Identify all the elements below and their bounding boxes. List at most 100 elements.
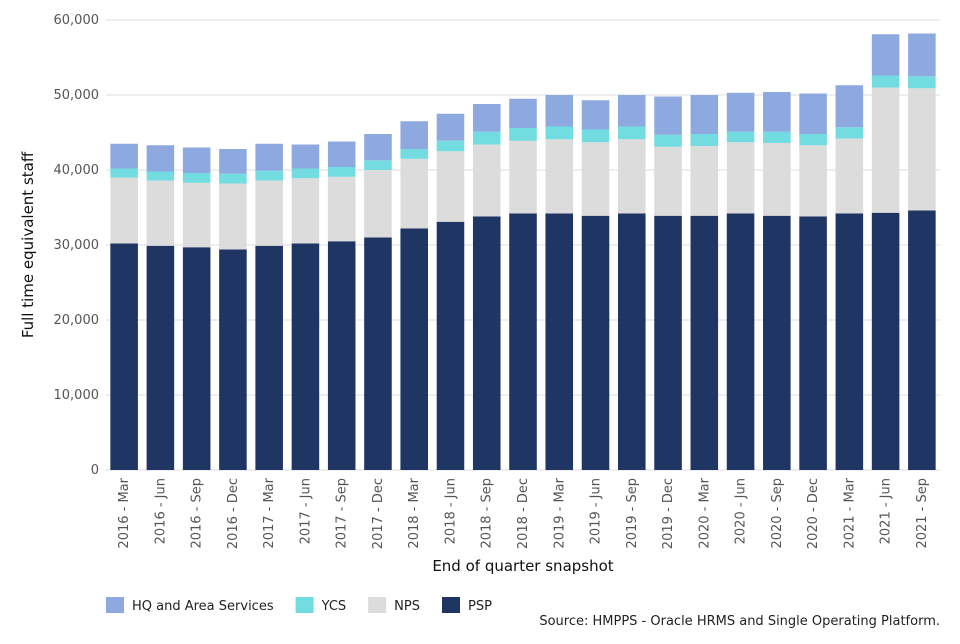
bar-segment-hq-and-area-services (581, 100, 610, 130)
bars-group (110, 33, 936, 470)
bar-segment-psp (509, 213, 537, 470)
bar-segment-ycs (400, 149, 428, 159)
x-axis-ticks: 2016 - Mar 2016 - Jun 2016 - Sep 2016 - Dec… (117, 477, 930, 549)
x-tick-label: 2020 - Jun (734, 478, 749, 544)
y-tick-label: 30,000 (54, 238, 100, 253)
bar-segment-ycs (690, 134, 719, 146)
bar-segment-hq-and-area-services (618, 95, 646, 127)
bar-segment-nps (654, 146, 682, 216)
bar-segment-hq-and-area-services (364, 134, 392, 161)
bar-segment-psp (327, 241, 356, 470)
bar-segment-nps (327, 176, 356, 242)
y-tick-label: 20,000 (54, 313, 100, 328)
bar-segment-psp (690, 215, 719, 470)
bar-segment-nps (472, 144, 501, 217)
y-tick-label: 40,000 (54, 163, 100, 178)
bar-segment-hq-and-area-services (255, 143, 283, 171)
bar-segment-ycs (291, 168, 320, 179)
legend-label: YCS (321, 599, 347, 614)
bar-segment-psp (799, 216, 827, 470)
bar-segment-psp (618, 213, 646, 470)
bar-segment-nps (110, 177, 138, 244)
x-tick-label: 2019 - Dec (661, 478, 676, 549)
legend-swatch (295, 597, 314, 613)
x-tick-label: 2018 - Sep (480, 478, 495, 549)
bar-segment-hq-and-area-services (327, 141, 356, 167)
bar-segment-hq-and-area-services (472, 104, 501, 132)
x-tick-label: 2016 - Mar (117, 477, 132, 548)
bar-segment-nps (763, 143, 791, 216)
bar-segment-nps (291, 178, 320, 244)
bar-segment-nps (364, 170, 392, 238)
x-tick-label: 2019 - Mar (552, 477, 567, 548)
bar-segment-psp (291, 243, 320, 470)
x-tick-label: 2021 - Sep (915, 478, 930, 549)
bar-segment-ycs (581, 129, 610, 143)
bar-segment-ycs (255, 170, 283, 181)
bar-segment-hq-and-area-services (509, 98, 537, 128)
x-tick-label: 2021 - Mar (842, 477, 857, 548)
bar-segment-ycs (545, 126, 574, 140)
bar-segment-nps (799, 145, 827, 217)
bar-segment-hq-and-area-services (146, 145, 175, 172)
bar-segment-hq-and-area-services (545, 95, 574, 127)
x-tick-label: 2020 - Mar (697, 477, 712, 548)
x-tick-label: 2016 - Sep (190, 478, 205, 549)
bar-segment-nps (581, 142, 610, 216)
bar-segment-hq-and-area-services (871, 34, 900, 76)
x-axis-title: End of quarter snapshot (432, 557, 613, 575)
bar-segment-ycs (654, 134, 682, 147)
x-tick-label: 2016 - Jun (153, 478, 168, 544)
x-tick-label: 2017 - Mar (262, 477, 277, 548)
bar-segment-hq-and-area-services (908, 33, 936, 77)
y-tick-label: 60,000 (54, 13, 100, 28)
source-note: Source: HMPPS - Oracle HRMS and Single O… (539, 614, 940, 629)
x-tick-label: 2018 - Mar (407, 477, 422, 548)
bar-segment-psp (364, 237, 392, 470)
bar-segment-nps (400, 158, 428, 229)
bar-segment-hq-and-area-services (436, 113, 465, 141)
bar-segment-ycs (436, 140, 465, 152)
bar-segment-hq-and-area-services (400, 121, 428, 149)
bar-segment-nps (618, 139, 646, 214)
x-tick-label: 2020 - Dec (806, 478, 821, 549)
legend-label: PSP (468, 599, 492, 614)
legend-label: HQ and Area Services (132, 599, 274, 614)
bar-segment-ycs (908, 76, 936, 89)
bar-segment-nps (436, 151, 465, 222)
x-tick-label: 2017 - Jun (298, 478, 313, 544)
bar-segment-nps (726, 142, 755, 214)
bar-segment-psp (255, 245, 283, 470)
bar-segment-ycs (182, 173, 211, 183)
bar-segment-psp (436, 221, 465, 470)
bar-segment-psp (110, 243, 138, 470)
bar-segment-psp (835, 213, 864, 470)
bar-segment-hq-and-area-services (182, 147, 211, 173)
bar-segment-hq-and-area-services (654, 96, 682, 135)
bar-segment-psp (763, 215, 791, 470)
bar-segment-nps (182, 182, 211, 248)
y-tick-label: 10,000 (54, 388, 100, 403)
bar-segment-ycs (726, 131, 755, 143)
legend-swatch (442, 597, 460, 613)
legend-swatch (368, 597, 387, 613)
bar-segment-ycs (472, 131, 501, 145)
bar-segment-psp (581, 215, 610, 470)
bar-segment-nps (509, 140, 537, 214)
bar-segment-psp (146, 245, 175, 470)
bar-segment-ycs (871, 75, 900, 88)
bar-segment-ycs (799, 134, 827, 146)
y-tick-label: 50,000 (54, 88, 100, 103)
x-tick-label: 2018 - Dec (516, 478, 531, 549)
x-tick-label: 2018 - Jun (443, 478, 458, 544)
bar-segment-hq-and-area-services (690, 95, 719, 134)
legend: HQ and Area Services YCS NPS PSP (106, 597, 492, 614)
bar-segment-ycs (219, 173, 247, 184)
bar-segment-psp (182, 247, 211, 470)
bar-segment-nps (146, 180, 175, 246)
bar-segment-ycs (146, 171, 175, 181)
bar-segment-nps (255, 180, 283, 246)
bar-segment-psp (871, 212, 900, 470)
